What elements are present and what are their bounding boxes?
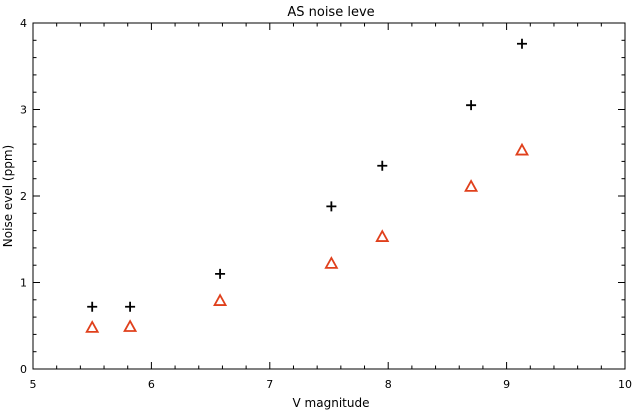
x-tick-label: 9 bbox=[503, 378, 510, 391]
triangle-marker-point bbox=[514, 142, 530, 156]
plus-marker-point bbox=[326, 201, 337, 212]
y-tick-label: 0 bbox=[20, 363, 27, 376]
y-axis-title: Noise evel (ppm) bbox=[1, 145, 15, 247]
plus-marker-point bbox=[87, 301, 98, 312]
plus-marker-point bbox=[215, 268, 226, 279]
plus-marker-point bbox=[125, 301, 136, 312]
x-tick-label: 8 bbox=[385, 378, 392, 391]
triangle-marker-point bbox=[464, 179, 479, 192]
triangle-marker-point bbox=[375, 229, 390, 242]
triangle-marker-point bbox=[85, 320, 100, 333]
x-tick-label: 6 bbox=[148, 378, 155, 391]
x-tick-label: 10 bbox=[618, 378, 632, 391]
plus-marker-point bbox=[466, 100, 477, 111]
y-tick-label: 1 bbox=[20, 277, 27, 290]
x-axis-title: V magnitude bbox=[293, 396, 370, 410]
plus-marker-point bbox=[516, 38, 527, 49]
y-tick-label: 3 bbox=[20, 104, 27, 117]
y-tick-label: 4 bbox=[20, 17, 27, 30]
y-tick-label: 2 bbox=[20, 190, 27, 203]
x-tick-label: 5 bbox=[30, 378, 37, 391]
triangle-marker-point bbox=[324, 256, 339, 269]
plot-frame bbox=[32, 22, 626, 370]
x-axis: 5 6 7 8 9 10 bbox=[30, 23, 632, 391]
data-marks bbox=[85, 38, 530, 333]
y-axis: 0 1 2 3 4 bbox=[20, 17, 625, 376]
x-tick-label: 7 bbox=[266, 378, 273, 391]
triangle-marker-point bbox=[123, 319, 138, 332]
plus-marker-point bbox=[377, 160, 388, 171]
chart-title: AS noise leve bbox=[287, 5, 374, 20]
triangle-marker-point bbox=[213, 293, 228, 306]
